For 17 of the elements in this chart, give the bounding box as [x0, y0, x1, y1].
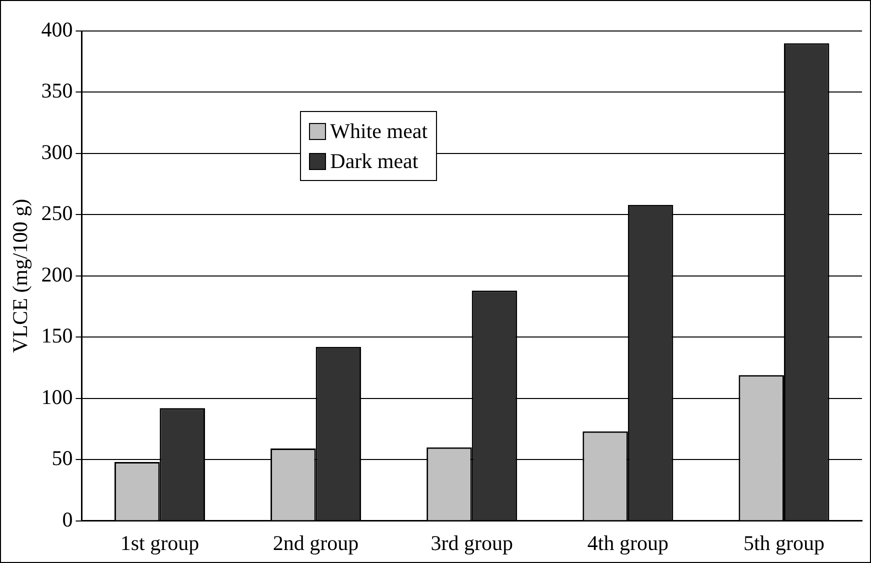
- x-tick-label: 1st group: [120, 530, 200, 555]
- y-tick-label: 150: [41, 324, 73, 348]
- legend-label: White meat: [330, 118, 428, 144]
- y-tick-label: 250: [41, 201, 73, 226]
- y-tick-label: 200: [41, 262, 73, 286]
- x-tick-label: 3rd group: [430, 530, 513, 555]
- y-tick-label: 0: [62, 507, 73, 532]
- x-tick-label: 4th group: [587, 530, 668, 555]
- y-tick-label: 400: [41, 18, 73, 42]
- y-tick-label: 100: [41, 384, 73, 409]
- y-tick-label: 300: [41, 140, 73, 164]
- y-tick-label: 50: [52, 446, 73, 470]
- x-tick-label: 5th group: [743, 530, 825, 555]
- x-tick-label: 2nd group: [272, 530, 359, 555]
- legend-label: Dark meat: [330, 148, 418, 174]
- y-axis-title: VLCE (mg/100 g): [8, 198, 32, 353]
- y-tick-label: 350: [41, 78, 73, 103]
